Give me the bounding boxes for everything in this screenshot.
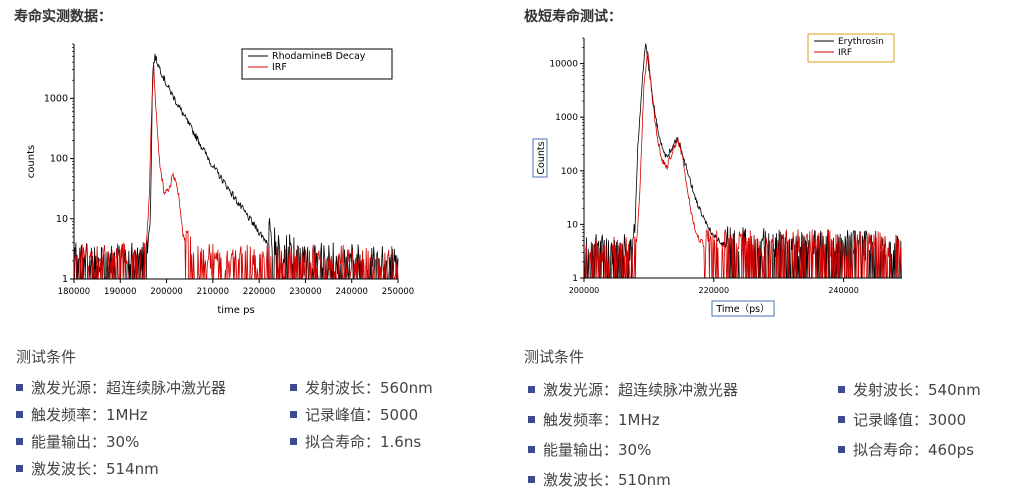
square-bullet-icon — [838, 385, 845, 393]
square-bullet-icon — [16, 411, 23, 418]
condition-item: 激发波长：514nm — [16, 455, 226, 482]
y-tick-label: 100 — [50, 154, 68, 165]
condition-item: 触发频率：1MHz — [528, 404, 738, 434]
condition-item: 激发波长：510nm — [528, 464, 738, 494]
condition-item: 记录峰值：3000 — [838, 404, 981, 434]
square-bullet-icon — [290, 411, 297, 418]
square-bullet-icon — [528, 475, 535, 483]
y-tick-label: 10 — [567, 220, 579, 230]
x-tick-label: 240000 — [335, 287, 367, 297]
y-tick-label: 100 — [561, 167, 578, 177]
x-tick-label: 210000 — [197, 287, 229, 297]
series-line-irf — [73, 65, 399, 280]
square-bullet-icon — [16, 438, 23, 445]
condition-item: 拟合寿命：460ps — [838, 434, 981, 464]
x-tick-label: 200000 — [150, 287, 182, 297]
left-conditions-title: 测试条件 — [16, 348, 77, 366]
square-bullet-icon — [16, 384, 23, 391]
condition-item: 激发光源：超连续脉冲激光器 — [528, 374, 738, 404]
erythrosin-decay-chart: 1 10 100 1000 10000 200000 220000 240000 Time（ps… — [532, 33, 902, 317]
condition-item: 触发频率：1MHz — [16, 401, 226, 428]
square-bullet-icon — [290, 438, 297, 445]
rhodamine-decay-chart: 1 10 100 1000 180000 190000 200000 210000 220000… — [26, 43, 414, 316]
y-tick-label: 10000 — [549, 60, 578, 70]
square-bullet-icon — [838, 445, 845, 453]
square-bullet-icon — [528, 445, 535, 453]
condition-item: 拟合寿命：1.6ns — [290, 428, 433, 455]
condition-item: 激发光源：超连续脉冲激光器 — [16, 374, 226, 401]
series-line-irf — [583, 51, 902, 279]
right-conditions-col1: 激发光源：超连续脉冲激光器 触发频率：1MHz 能量输出：30% 激发波长：51… — [528, 374, 738, 494]
y-axis-label: Counts — [536, 141, 547, 174]
legend-label: Erythrosin — [838, 37, 884, 47]
x-tick-label: 220000 — [699, 286, 730, 295]
x-tick-label: 230000 — [289, 287, 321, 297]
y-tick-label: 1 — [62, 274, 68, 285]
x-tick-label: 190000 — [104, 287, 136, 297]
y-tick-label: 1 — [572, 274, 578, 284]
left-conditions-col1: 激发光源：超连续脉冲激光器 触发频率：1MHz 能量输出：30% 激发波长：51… — [16, 374, 226, 482]
x-tick-label: 200000 — [569, 286, 600, 295]
condition-item: 能量输出：30% — [16, 428, 226, 455]
condition-item: 记录峰值：5000 — [290, 401, 433, 428]
legend-box — [807, 33, 895, 63]
y-tick-label: 10 — [56, 214, 68, 225]
right-panel-title: 极短寿命测试： — [524, 9, 622, 25]
condition-item: 发射波长：560nm — [290, 374, 433, 401]
y-axis-label: counts — [26, 145, 37, 178]
square-bullet-icon — [16, 465, 23, 472]
y-axis-label-box — [532, 138, 548, 178]
x-tick-label: 240000 — [828, 286, 859, 295]
square-bullet-icon — [838, 415, 845, 423]
right-conditions-col2: 发射波长：540nm 记录峰值：3000 拟合寿命：460ps — [838, 374, 981, 464]
x-axis-label: Time（ps） — [715, 303, 769, 315]
legend-label: IRF — [272, 62, 287, 73]
legend-label: IRF — [838, 48, 852, 58]
square-bullet-icon — [290, 384, 297, 391]
x-tick-label: 220000 — [243, 287, 275, 297]
legend-box — [241, 48, 393, 80]
y-tick-label: 1000 — [44, 93, 68, 104]
square-bullet-icon — [528, 385, 535, 393]
left-conditions-col2: 发射波长：560nm 记录峰值：5000 拟合寿命：1.6ns — [290, 374, 433, 455]
x-axis-label: time ps — [217, 305, 254, 316]
x-axis-label-box — [711, 300, 775, 317]
square-bullet-icon — [528, 415, 535, 423]
x-tick-label: 250000 — [382, 287, 414, 297]
legend-label: RhodamineB Decay — [272, 51, 366, 62]
condition-item: 发射波长：540nm — [838, 374, 981, 404]
left-panel-title: 寿命实测数据： — [14, 9, 112, 25]
x-tick-label: 180000 — [58, 287, 90, 297]
right-conditions-title: 测试条件 — [524, 348, 585, 366]
condition-item: 能量输出：30% — [528, 434, 738, 464]
y-tick-label: 1000 — [555, 113, 578, 123]
